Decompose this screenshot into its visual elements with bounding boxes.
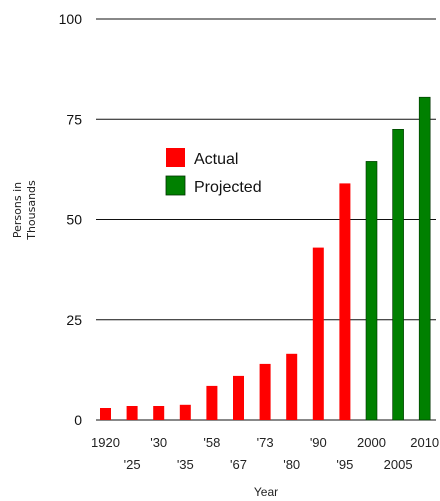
x-axis-ticks: 1920 '30 '58 '73 '90 2000 2010 '25 '35 '67 '80 '95 2… (91, 435, 439, 472)
x-tick-label: '80 (283, 457, 300, 472)
y-axis-label-line2: Thousands (25, 180, 38, 240)
y-tick-label: 75 (66, 111, 82, 127)
x-tick-label: '90 (310, 435, 327, 450)
legend-swatch-projected (165, 175, 186, 196)
y-axis-label-line1: Persons in (11, 181, 24, 239)
x-tick-label: '95 (336, 457, 353, 472)
bar-actual-1980 (286, 353, 298, 420)
bar-projected-2000 (365, 161, 378, 421)
x-tick-label: '25 (124, 457, 141, 472)
x-tick-label: 1920 (91, 435, 120, 450)
bar-actual-1958 (206, 385, 218, 420)
x-axis-label: Year (254, 485, 278, 499)
x-tick-label: '58 (203, 435, 220, 450)
bar-actual-1925 (126, 406, 138, 420)
y-axis-label: Persons in Thousands (11, 165, 39, 255)
bars (100, 96, 431, 421)
y-tick-label: 0 (74, 412, 82, 428)
x-tick-label: '35 (177, 457, 194, 472)
x-tick-label: 2000 (357, 435, 386, 450)
x-tick-label: '30 (150, 435, 167, 450)
y-tick-label: 25 (66, 312, 82, 328)
y-tick-label: 50 (66, 212, 82, 228)
bar-actual-1920 (100, 408, 111, 420)
legend-swatch-actual (166, 148, 185, 167)
gridlines (96, 18, 436, 421)
bar-projected-2010 (418, 96, 431, 421)
legend: Actual Projected (165, 148, 262, 196)
x-tick-label: '67 (230, 457, 247, 472)
bar-actual-1935 (179, 404, 191, 420)
x-tick-label: 2010 (410, 435, 439, 450)
bar-actual-1990 (312, 247, 324, 420)
bar-projected-2005 (392, 129, 404, 421)
x-tick-label: 2005 (384, 457, 413, 472)
bar-actual-1967 (233, 375, 244, 420)
bar-actual-1995 (339, 183, 351, 420)
bar-actual-1930 (153, 406, 165, 420)
x-tick-label: '73 (257, 435, 274, 450)
legend-label-actual: Actual (194, 151, 238, 168)
y-tick-label: 100 (59, 11, 83, 27)
legend-label-projected: Projected (194, 179, 262, 196)
bar-actual-1973 (259, 363, 271, 420)
y-axis-ticks: 0 25 50 75 100 (59, 11, 83, 428)
